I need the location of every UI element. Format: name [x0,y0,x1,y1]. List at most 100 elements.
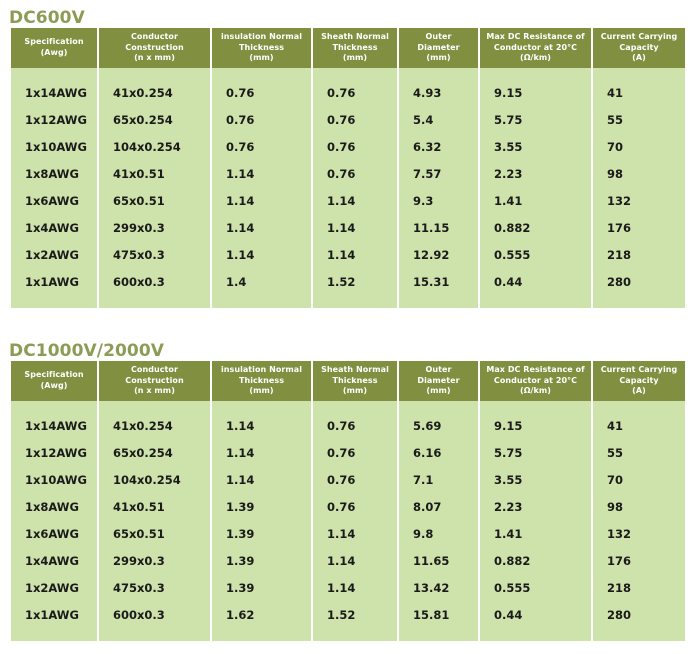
header-row: Specification (Awg) Conductor Constructi… [11,28,685,68]
cell-current-capacity: 176 [593,547,685,575]
cell-current-capacity: 218 [593,241,685,269]
cell-sheath-thickness: 1.14 [313,520,397,548]
cell-conductor-construction: 600x0.3 [99,268,210,296]
header-line-2: Thickness [332,42,378,52]
header-line-1: Current Carrying [600,32,678,41]
cell-insulation-thickness: 1.14 [212,241,311,269]
table-body-dc600v: 1x14AWG 41x0.254 0.76 0.76 4.93 9.15 41 1x12AW… [11,67,685,308]
cell-current-capacity: 280 [593,268,685,296]
cell-specification: 1x1AWG [11,268,97,296]
cell-current-capacity: 280 [593,601,685,629]
header-line-2: Conductor at 20°C [493,375,578,385]
section-title-dc1000v-2000v: DC1000V/2000V [9,341,165,361]
cell-outer-diameter: 12.92 [399,241,478,269]
header-line-1: Specification [24,37,84,47]
table-row: 1x2AWG 475x0.3 1.39 1.14 13.42 0.555 218 [11,574,685,602]
cell-current-capacity: 41 [593,79,685,107]
spec-table-dc1000v-2000v: Specification (Awg) Conductor Constructi… [9,361,687,641]
cell-insulation-thickness: 1.14 [212,187,311,215]
spacer-cell [99,400,210,413]
body-top-spacer [11,67,685,80]
cell-conductor-construction: 65x0.51 [99,187,210,215]
cell-insulation-thickness: 0.76 [212,79,311,107]
cell-insulation-thickness: 1.14 [212,412,311,440]
section-title-dc600v: DC600V [9,8,85,28]
header-line-3: (n x mm) [134,386,175,395]
cell-specification: 1x12AWG [11,106,97,134]
header-line-1: insulation Normal [220,365,303,374]
spacer-cell [593,67,685,80]
spacer-cell [399,628,478,641]
column-header-outer-diameter: Outer Diameter (mm) [399,28,478,68]
header-line-1: Outer [425,365,452,374]
cell-conductor-construction: 65x0.254 [99,106,210,134]
header-line-2: Construction [125,42,184,52]
cell-sheath-thickness: 0.76 [313,79,397,107]
header-line-3: (mm) [249,53,274,62]
cell-specification: 1x2AWG [11,574,97,602]
cell-max-dc-resistance: 0.555 [480,241,591,269]
spacer-cell [593,400,685,413]
table-row: 1x1AWG 600x0.3 1.62 1.52 15.81 0.44 280 [11,601,685,629]
header-line-2: Thickness [332,375,378,385]
cell-sheath-thickness: 1.52 [313,601,397,629]
spacer-cell [593,295,685,308]
spacer-cell [99,295,210,308]
cell-insulation-thickness: 0.76 [212,106,311,134]
header-line-3: (mm) [426,386,451,395]
section-dc600v: DC600V Specification (Awg) Conductor Con… [0,8,687,308]
table-row: 1x12AWG 65x0.254 1.14 0.76 6.16 5.75 55 [11,439,685,467]
column-header-insulation-thickness: insulation Normal Thickness (mm) [212,361,311,401]
header-line-3: (mm) [342,53,368,62]
table-row: 1x1AWG 600x0.3 1.4 1.52 15.31 0.44 280 [11,268,685,296]
cell-current-capacity: 176 [593,214,685,242]
header-line-2: (Awg) [40,47,68,57]
spacer-cell [399,400,478,413]
spacer-cell [480,67,591,80]
cell-current-capacity: 132 [593,520,685,548]
spacer-cell [399,295,478,308]
header-line-2: Construction [125,375,184,385]
cell-sheath-thickness: 1.14 [313,574,397,602]
cell-insulation-thickness: 1.4 [212,268,311,296]
header-line-3: (mm) [426,53,451,62]
cell-outer-diameter: 5.69 [399,412,478,440]
column-header-insulation-thickness: insulation Normal Thickness (mm) [212,28,311,68]
spacer-cell [212,67,311,80]
header-line-3: (mm) [342,386,368,395]
spacer-cell [313,400,397,413]
spacer-cell [313,67,397,80]
spacer-cell [313,295,397,308]
column-header-current-carrying-capacity: Current Carrying Capacity (A) [593,28,685,68]
header-line-3: (Ω/km) [520,53,551,62]
header-line-1: Max DC Resistance of [486,32,585,41]
cell-max-dc-resistance: 9.15 [480,412,591,440]
cell-insulation-thickness: 1.39 [212,520,311,548]
spacer-cell [11,295,97,308]
cell-sheath-thickness: 0.76 [313,466,397,494]
header-line-1: Specification [24,370,84,380]
table-row: 1x10AWG 104x0.254 1.14 0.76 7.1 3.55 70 [11,466,685,494]
header-line-1: Current Carrying [600,365,678,374]
spacer-cell [212,295,311,308]
cell-insulation-thickness: 1.39 [212,493,311,521]
cell-specification: 1x6AWG [11,187,97,215]
header-line-1: Conductor [131,32,178,41]
cell-specification: 1x2AWG [11,241,97,269]
cell-sheath-thickness: 1.52 [313,268,397,296]
cell-sheath-thickness: 1.14 [313,214,397,242]
header-line-3: (Ω/km) [520,386,551,395]
header-line-2: Capacity [619,42,659,52]
cell-conductor-construction: 475x0.3 [99,241,210,269]
column-header-current-carrying-capacity: Current Carrying Capacity (A) [593,361,685,401]
cell-conductor-construction: 104x0.254 [99,466,210,494]
header-line-1: Sheath Normal [321,32,389,41]
cell-specification: 1x12AWG [11,439,97,467]
cell-max-dc-resistance: 1.41 [480,187,591,215]
cell-conductor-construction: 41x0.254 [99,412,210,440]
body-top-spacer [11,400,685,413]
cell-current-capacity: 218 [593,574,685,602]
cell-sheath-thickness: 0.76 [313,160,397,188]
cell-specification: 1x1AWG [11,601,97,629]
